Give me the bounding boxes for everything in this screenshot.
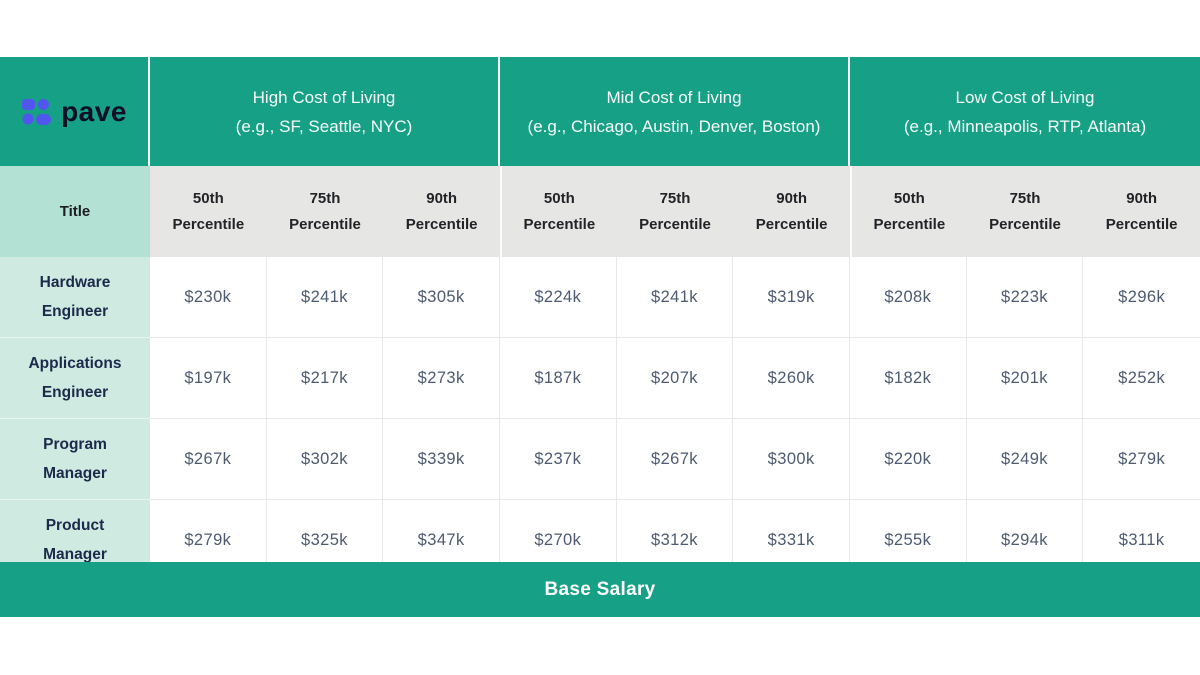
- salary-cell: $217k: [266, 338, 384, 419]
- percentile-header-row: Title 50th Percentile 75th Percentile 90…: [0, 166, 1200, 257]
- col-header-mid-50th: 50th Percentile: [499, 166, 617, 257]
- pave-logo: pave: [0, 57, 150, 166]
- col-header-low-75th: 75th Percentile: [989, 189, 1061, 233]
- table-row-hardware-engineer: Hardware Engineer $230k $241k $305k $224…: [0, 257, 1200, 338]
- salary-cell: $305k: [383, 257, 500, 338]
- pave-logo-icon: [22, 98, 52, 125]
- base-salary-label: Base Salary: [544, 578, 656, 600]
- table-row-applications-engineer: Applications Engineer $197k $217k $273k …: [0, 338, 1200, 419]
- salary-cell: $241k: [616, 257, 734, 338]
- group-subtitle: (e.g., Minneapolis, RTP, Atlanta): [903, 116, 1147, 136]
- salary-cell: $220k: [849, 419, 967, 500]
- col-header-high-90th: 90th Percentile: [405, 189, 478, 233]
- salary-cell: $339k: [383, 419, 500, 500]
- salary-cell: $224k: [499, 257, 617, 338]
- salary-cell: $208k: [849, 257, 967, 338]
- group-subtitle: (e.g., SF, Seattle, NYC): [235, 116, 413, 136]
- salary-cell: $230k: [150, 257, 267, 338]
- group-title: Mid Cost of Living: [606, 87, 742, 107]
- base-salary-footer-bar: Base Salary: [0, 562, 1200, 617]
- col-header-high-50th: 50th Percentile: [172, 189, 245, 233]
- table-row-program-manager: Program Manager $267k $302k $339k $237k …: [0, 419, 1200, 500]
- title-column-header: Title: [0, 166, 150, 257]
- salary-cell: $252k: [1083, 338, 1200, 419]
- salary-table: pave High Cost of Living (e.g., SF, Seat…: [0, 57, 1200, 617]
- salary-cell: $319k: [733, 257, 850, 338]
- salary-cell: $182k: [849, 338, 967, 419]
- header-row: pave High Cost of Living (e.g., SF, Seat…: [0, 57, 1200, 166]
- col-header-mid-90th: 90th Percentile: [755, 189, 828, 233]
- col-header-high-75th: 75th Percentile: [289, 189, 361, 233]
- salary-cell: $249k: [966, 419, 1084, 500]
- group-header-mid-col: Mid Cost of Living (e.g., Chicago, Austi…: [500, 57, 850, 166]
- salary-cell: $273k: [383, 338, 500, 419]
- row-title: Hardware Engineer: [0, 257, 150, 338]
- col-header-low-50th: 50th Percentile: [849, 166, 967, 257]
- salary-cell: $267k: [150, 419, 267, 500]
- salary-cell: $260k: [733, 338, 850, 419]
- salary-cell: $302k: [266, 419, 384, 500]
- group-title: Low Cost of Living: [955, 87, 1095, 107]
- col-header-mid-75th: 75th Percentile: [639, 189, 711, 233]
- group-subtitle: (e.g., Chicago, Austin, Denver, Boston): [527, 116, 821, 136]
- salary-cell: $197k: [150, 338, 267, 419]
- pave-logo-text: pave: [61, 95, 127, 127]
- col-header-low-90th: 90th Percentile: [1105, 189, 1178, 233]
- salary-cell: $201k: [966, 338, 1084, 419]
- salary-cell: $296k: [1083, 257, 1200, 338]
- salary-cell: $279k: [1083, 419, 1200, 500]
- salary-cell: $300k: [733, 419, 850, 500]
- salary-cell: $207k: [616, 338, 734, 419]
- salary-cell: $241k: [266, 257, 384, 338]
- group-header-high-col: High Cost of Living (e.g., SF, Seattle, …: [150, 57, 500, 166]
- salary-cell: $223k: [966, 257, 1084, 338]
- group-header-low-col: Low Cost of Living (e.g., Minneapolis, R…: [850, 57, 1200, 166]
- row-title: Program Manager: [0, 419, 150, 500]
- group-title: High Cost of Living: [252, 87, 396, 107]
- salary-cell: $237k: [499, 419, 617, 500]
- salary-cell: $267k: [616, 419, 734, 500]
- row-title: Applications Engineer: [0, 338, 150, 419]
- salary-cell: $187k: [499, 338, 617, 419]
